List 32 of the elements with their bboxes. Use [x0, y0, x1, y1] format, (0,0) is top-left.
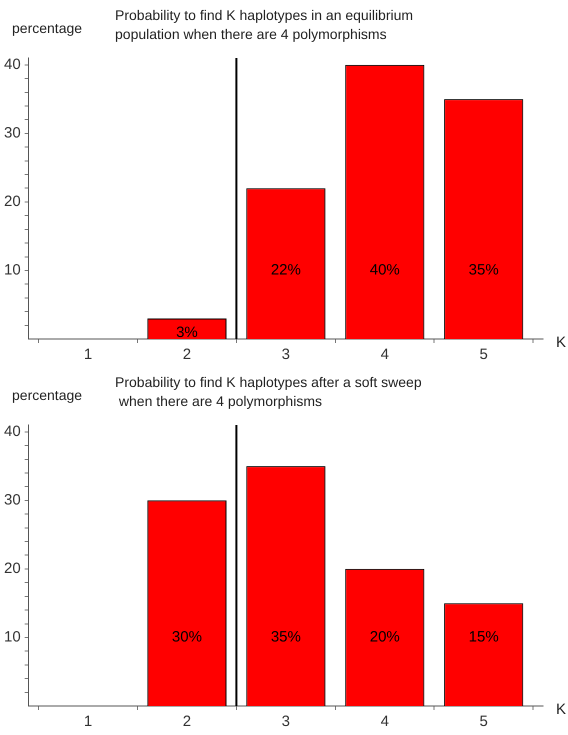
- data-label: 15%: [468, 628, 499, 646]
- y-tick-label: 10: [4, 262, 21, 279]
- y-tick-label: 40: [4, 56, 21, 73]
- y-tick-label: 20: [4, 560, 21, 578]
- y-axis-title: percentage: [12, 20, 82, 36]
- x-tick-label: 2: [182, 346, 192, 364]
- x-tick-label: 3: [282, 713, 290, 730]
- data-label: 35%: [270, 628, 301, 646]
- chart-title: Probability to find K haplotypes after a soft sweep when there are 4 polymorphisms: [115, 373, 422, 411]
- y-axis-title: percentage: [12, 387, 82, 403]
- x-tick-label: 5: [479, 346, 488, 364]
- x-tick-label: 3: [282, 346, 290, 364]
- data-label: 35%: [468, 262, 499, 279]
- data-label: 22%: [270, 262, 301, 279]
- y-tick-label: 30: [4, 492, 21, 509]
- x-tick-label: 5: [479, 713, 488, 730]
- x-axis-title: K: [556, 334, 566, 351]
- y-tick-label: 20: [4, 193, 21, 210]
- x-tick-label: 2: [182, 713, 192, 730]
- data-label: 40%: [370, 262, 400, 279]
- x-tick-label: 1: [84, 346, 92, 364]
- x-tick-label: 1: [84, 713, 92, 730]
- data-label: 30%: [172, 628, 202, 646]
- y-tick-label: 40: [4, 422, 21, 440]
- data-label: 3%: [176, 324, 198, 341]
- data-label: 20%: [370, 628, 400, 646]
- x-axis-title: K: [556, 701, 566, 718]
- y-tick-label: 10: [4, 628, 21, 646]
- chart-title: Probability to find K haplotypes in an equilibrium population when there are 4 polymorphisms: [115, 6, 414, 44]
- x-tick-label: 4: [380, 346, 389, 364]
- y-tick-label: 30: [4, 124, 21, 142]
- x-tick-label: 4: [380, 713, 389, 730]
